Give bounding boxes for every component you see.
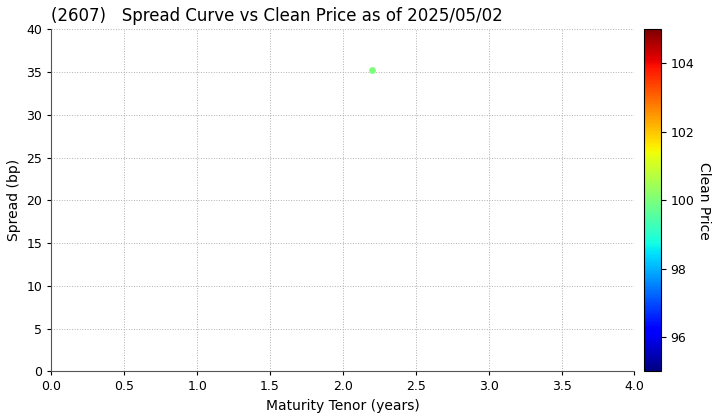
Y-axis label: Spread (bp): Spread (bp) — [7, 159, 21, 242]
X-axis label: Maturity Tenor (years): Maturity Tenor (years) — [266, 399, 420, 413]
Y-axis label: Clean Price: Clean Price — [697, 162, 711, 239]
Text: (2607)   Spread Curve vs Clean Price as of 2025/05/02: (2607) Spread Curve vs Clean Price as of… — [51, 7, 503, 25]
Point — [366, 67, 378, 74]
